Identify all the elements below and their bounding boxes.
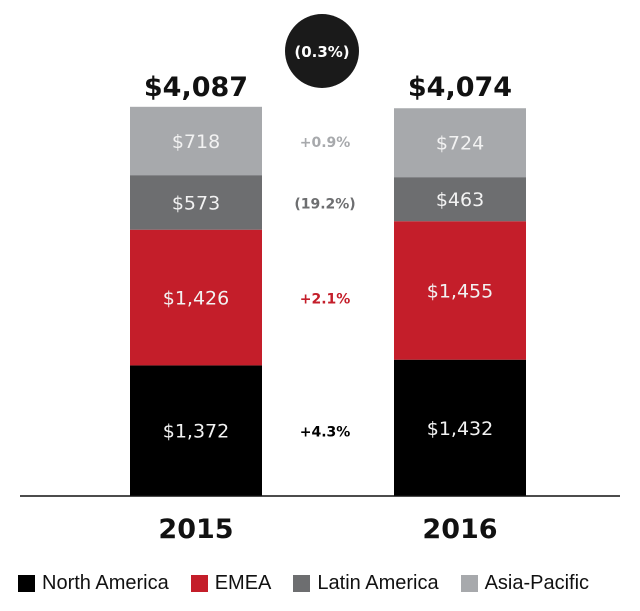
legend-swatch-north-america <box>18 575 35 592</box>
legend-swatch-asia-pacific <box>460 575 478 592</box>
data-label-north-america-2015: $1,372 <box>163 421 229 443</box>
change-label-north-america: +4.3% <box>300 425 351 441</box>
change-label-emea: +2.1% <box>300 292 351 308</box>
legend-item-north-america: North America <box>18 572 169 595</box>
bar-segment-emea-2015 <box>130 229 262 366</box>
bar-segment-asia-pacific-2016 <box>394 108 526 178</box>
bar-segment-latin-america-2016 <box>394 177 526 222</box>
legend-item-asia-pacific: Asia-Pacific <box>460 572 590 595</box>
change-label-latin-america: (19.2%) <box>294 196 355 212</box>
bar-segment-latin-america-2015 <box>130 175 262 230</box>
legend-swatch-latin-america <box>293 575 311 592</box>
data-label-emea-2015: $1,426 <box>163 288 229 310</box>
bar-segment-north-america-2015 <box>130 365 262 496</box>
change-labels-group: +4.3% +2.1% (19.2%) +0.9% <box>294 135 355 441</box>
total-label-2015: $4,087 <box>144 72 248 103</box>
data-label-emea-2016: $1,455 <box>427 280 493 302</box>
data-label-asia-pacific-2016: $724 <box>436 133 484 155</box>
data-label-latin-america-2015: $573 <box>172 192 220 214</box>
x-tick-label-2016: 2016 <box>422 514 497 545</box>
legend-label-emea: EMEA <box>214 572 272 594</box>
x-tick-label-2015: 2015 <box>158 514 233 545</box>
legend-item-emea: EMEA <box>190 572 272 595</box>
legend-label-latin-america: Latin America <box>317 572 439 594</box>
bars-group: $1,372 $1,426 $573 $718 $1,432 $1,455 $463 $724 <box>130 106 526 496</box>
data-label-north-america-2016: $1,432 <box>427 418 493 440</box>
legend-label-asia-pacific: Asia-Pacific <box>484 572 590 594</box>
legend-label-north-america: North America <box>42 572 169 594</box>
total-label-2016: $4,074 <box>408 72 512 103</box>
data-label-asia-pacific-2015: $718 <box>172 131 220 153</box>
legend: North America EMEA Latin America Asia-Pa… <box>18 572 628 595</box>
total-change-badge <box>285 14 359 88</box>
bar-segment-asia-pacific-2015 <box>130 106 262 176</box>
data-label-latin-america-2016: $463 <box>436 189 484 211</box>
bar-segment-north-america-2016 <box>394 359 526 496</box>
change-label-asia-pacific: +0.9% <box>300 135 351 151</box>
total-change-label: (0.3%) <box>294 43 349 61</box>
legend-swatch-emea <box>190 575 208 592</box>
legend-item-latin-america: Latin America <box>293 572 439 595</box>
bar-segment-emea-2016 <box>394 221 526 360</box>
